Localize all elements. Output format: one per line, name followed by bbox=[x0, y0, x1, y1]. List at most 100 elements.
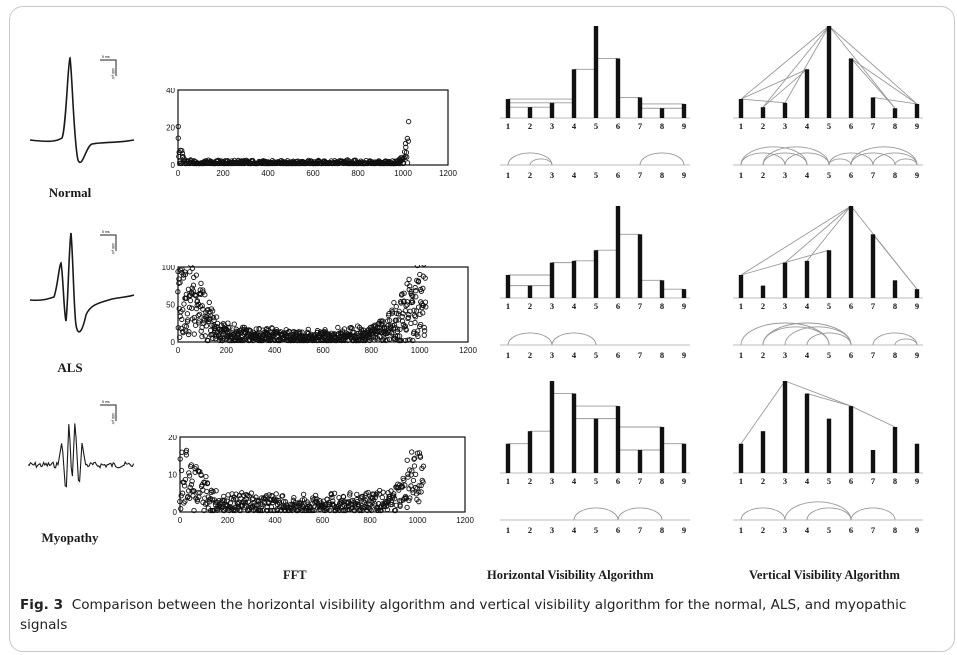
scale-bar bbox=[100, 59, 117, 76]
fft-point bbox=[412, 319, 418, 326]
fft-point bbox=[411, 463, 418, 469]
category-label: 8 bbox=[660, 121, 664, 131]
fft-point bbox=[252, 502, 258, 508]
fft-point bbox=[384, 506, 390, 513]
fft-x-tick-label: 600 bbox=[316, 516, 330, 525]
visibility-link bbox=[806, 393, 852, 407]
horizontal-visibility-graph: 1 2 3 4 5 6 7 8 9 1 2 3 4 5 6 7 8 9 bbox=[500, 381, 690, 535]
category-label: 4 bbox=[805, 476, 810, 486]
category-label: 1 bbox=[506, 476, 510, 486]
fft-point bbox=[202, 333, 208, 339]
fft-x-tick-label: 600 bbox=[306, 169, 320, 178]
emg-trace bbox=[29, 232, 135, 333]
fft-point bbox=[354, 491, 360, 498]
fft-point bbox=[375, 504, 381, 510]
fft-point bbox=[365, 489, 371, 496]
scale-bar bbox=[100, 404, 117, 421]
fft-x-tick-label: 400 bbox=[268, 516, 282, 525]
fft-point bbox=[177, 456, 183, 462]
fft-x-tick-label: 200 bbox=[216, 169, 230, 178]
emg-waveform: 5 ms 100 μV bbox=[28, 400, 135, 488]
fft-point bbox=[393, 317, 399, 323]
fft-point bbox=[420, 285, 426, 291]
fft-point bbox=[178, 325, 184, 332]
arc-link bbox=[784, 152, 830, 166]
bar bbox=[848, 206, 854, 298]
fft-point bbox=[190, 288, 196, 294]
arc-node-label: 6 bbox=[849, 525, 853, 535]
bar bbox=[848, 406, 854, 473]
category-label: 5 bbox=[594, 476, 598, 486]
fft-point bbox=[175, 135, 181, 141]
fft-point bbox=[180, 307, 186, 313]
category-label: 3 bbox=[783, 476, 787, 486]
fft-point bbox=[198, 472, 204, 478]
fft-point bbox=[205, 337, 211, 344]
arc-node-label: 8 bbox=[660, 350, 664, 360]
bar bbox=[637, 234, 643, 298]
fft-point bbox=[213, 488, 219, 494]
fft-point bbox=[178, 506, 184, 512]
fft-point bbox=[410, 337, 416, 344]
fft-point bbox=[202, 480, 208, 486]
fft-point bbox=[420, 310, 426, 316]
fft-point bbox=[299, 329, 305, 335]
arc-node-label: 8 bbox=[893, 170, 897, 180]
fft-point bbox=[403, 327, 409, 333]
fft-point bbox=[379, 494, 385, 501]
fft-point bbox=[238, 507, 244, 514]
fft-point bbox=[387, 318, 393, 324]
category-label: 7 bbox=[871, 121, 876, 131]
fft-point bbox=[187, 269, 193, 275]
arc-node-label: 4 bbox=[572, 350, 577, 360]
bar bbox=[870, 97, 876, 118]
column-label-horizontal: Horizontal Visibility Algorithm bbox=[487, 568, 654, 582]
bar bbox=[593, 26, 599, 118]
fft-point bbox=[399, 318, 406, 324]
fft-point bbox=[413, 308, 420, 314]
category-label: 4 bbox=[805, 121, 810, 131]
category-label: 8 bbox=[893, 121, 897, 131]
fft-point bbox=[178, 493, 184, 499]
fft-point bbox=[391, 322, 398, 328]
fft-point bbox=[401, 298, 407, 304]
fft-point bbox=[204, 488, 210, 495]
fft-x-tick-label: 600 bbox=[316, 346, 330, 355]
fft-point bbox=[404, 302, 410, 308]
arc-link bbox=[806, 507, 852, 521]
fft-point bbox=[342, 337, 348, 344]
arc-node-label: 5 bbox=[594, 350, 598, 360]
fft-point bbox=[188, 462, 195, 468]
fft-point bbox=[189, 265, 196, 271]
bar bbox=[782, 102, 788, 118]
fft-point bbox=[401, 155, 407, 161]
fft-point bbox=[391, 493, 397, 499]
fft-point bbox=[242, 499, 249, 506]
column-label-fft: FFT bbox=[283, 568, 307, 582]
fft-point bbox=[188, 481, 195, 488]
fft-point bbox=[362, 497, 369, 504]
fft-point bbox=[406, 497, 412, 504]
fft-point bbox=[253, 326, 259, 332]
fft-point bbox=[404, 457, 410, 463]
fft-point bbox=[399, 483, 405, 489]
fft-point bbox=[413, 288, 419, 294]
fft-point bbox=[186, 329, 192, 335]
bar bbox=[571, 69, 577, 118]
bar bbox=[681, 289, 687, 298]
bar bbox=[615, 58, 621, 118]
category-label: 5 bbox=[827, 301, 831, 311]
fft-point bbox=[410, 293, 416, 299]
vertical-visibility-graph: 1 2 3 4 5 6 7 8 9 1 2 3 4 5 6 7 8 9 bbox=[733, 25, 923, 180]
arc-node-label: 5 bbox=[594, 170, 598, 180]
bar bbox=[549, 102, 555, 118]
category-label: 1 bbox=[506, 121, 510, 131]
arc-link bbox=[806, 332, 852, 346]
fft-point bbox=[404, 154, 410, 160]
fft-point bbox=[415, 279, 422, 285]
bar bbox=[637, 450, 643, 473]
fft-point bbox=[405, 471, 411, 477]
visibility-link bbox=[828, 25, 896, 109]
category-label: 4 bbox=[572, 476, 577, 486]
fft-point bbox=[191, 507, 197, 514]
